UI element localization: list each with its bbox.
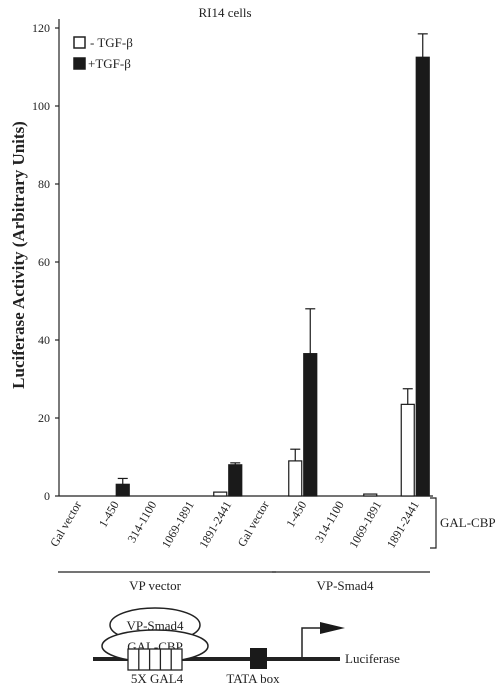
luciferase-label: Luciferase	[345, 651, 400, 666]
legend-label-minus: - TGF-β	[90, 35, 133, 50]
x-tick-label: Gal vector	[235, 499, 272, 550]
x-tick-labels: Gal vector 1-450 314-1100 1069-1891 1891-244…	[47, 499, 422, 551]
bar-minus-tgf	[288, 460, 303, 497]
x-tick-label: Gal vector	[47, 499, 84, 550]
legend-swatch-plus	[73, 57, 86, 70]
transcription-start-arrow	[301, 627, 324, 659]
x-tick-label: 1891-2441	[196, 499, 234, 551]
arrow-head	[320, 622, 345, 634]
x-tick-label: 1069-1891	[159, 499, 197, 551]
bar-plus-tgf	[415, 56, 430, 497]
x-tick-label: 1-450	[283, 499, 309, 530]
x-tick-label: 314-1100	[124, 499, 159, 545]
y-tick-label: 100	[32, 99, 50, 113]
group-label-vp-smad4: VP-Smad4	[316, 578, 374, 593]
bar-plus-tgf	[115, 483, 130, 497]
bar-plus-tgf	[228, 464, 243, 497]
tata-label: TATA box	[226, 671, 280, 686]
legend-swatch-minus	[73, 36, 86, 49]
y-tick-label: 120	[32, 21, 50, 35]
legend-label-plus: +TGF-β	[88, 56, 131, 71]
gal4-label: 5X GAL4	[131, 671, 184, 686]
y-ticks: 0 20 40 60 80 100 120	[32, 21, 59, 503]
plot-axes	[58, 19, 433, 497]
bar-plus-tgf	[303, 353, 318, 497]
bars	[115, 33, 430, 497]
x-tick-label: 314-1100	[312, 499, 347, 545]
group-annotations: VP vector VP-Smad4 GAL-CBP	[58, 497, 496, 593]
x-tick-label: 1069-1891	[346, 499, 384, 551]
chart-title: RI14 cells	[198, 5, 251, 20]
vp-smad4-label: VP-Smad4	[126, 618, 184, 633]
y-tick-label: 60	[38, 255, 50, 269]
bracket-label: GAL-CBP	[440, 515, 496, 530]
gal4-sites-box	[127, 648, 183, 671]
x-tick-label: 1-450	[96, 499, 122, 530]
x-tick-label: 1891-2441	[384, 499, 422, 551]
y-axis-label: Luciferase Activity (Arbitrary Units)	[9, 121, 28, 389]
y-tick-label: 40	[38, 333, 50, 347]
y-tick-label: 0	[44, 489, 50, 503]
gal-cbp-bracket	[430, 497, 437, 549]
promoter-diagram: VP-Smad4 GAL-CBP 5X GAL4 TATA box Lucife…	[93, 607, 400, 686]
tata-box	[250, 648, 267, 669]
bar-minus-tgf	[400, 403, 415, 497]
group-label-vp-vector: VP vector	[129, 578, 182, 593]
bar-minus-tgf	[213, 491, 228, 497]
y-tick-label: 80	[38, 177, 50, 191]
bar-minus-tgf	[363, 493, 378, 497]
legend: - TGF-β +TGF-β	[73, 35, 133, 71]
y-tick-label: 20	[38, 411, 50, 425]
